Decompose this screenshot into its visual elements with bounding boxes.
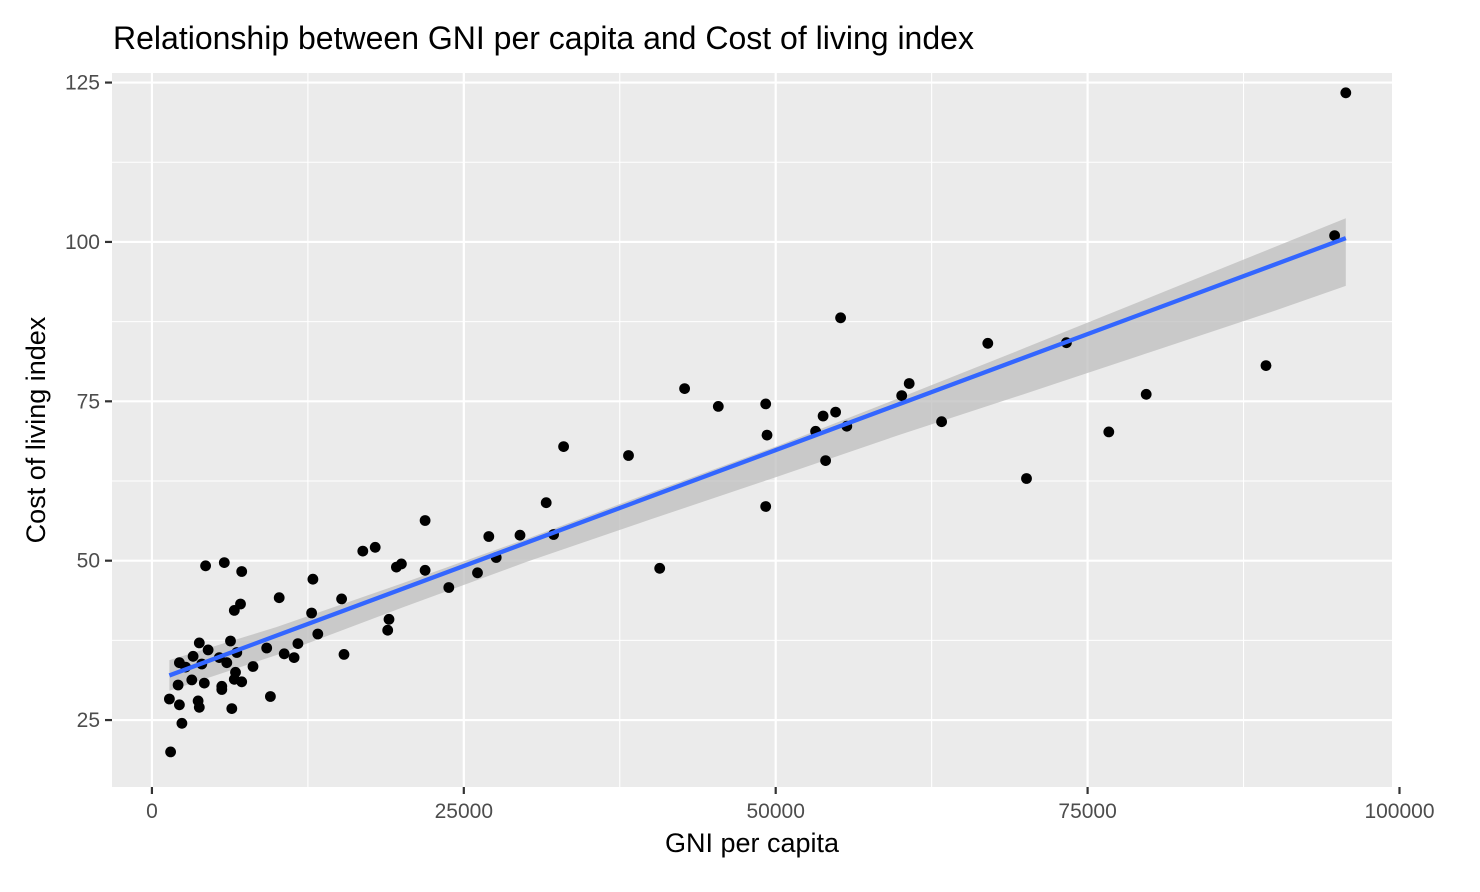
data-point: [761, 429, 773, 441]
major-gridlines: [112, 73, 1401, 787]
data-point: [514, 529, 526, 541]
data-point: [419, 564, 431, 576]
data-point: [221, 657, 233, 669]
fit-line-layer: [168, 236, 1347, 678]
data-point: [982, 337, 994, 349]
data-point: [382, 624, 394, 636]
data-point: [216, 684, 228, 695]
data-point: [540, 497, 552, 509]
data-point: [198, 677, 210, 689]
x-tick-label: 0: [146, 800, 158, 823]
chart-title: Relationship between GNI per capita and …: [113, 20, 974, 56]
data-point: [186, 674, 198, 686]
data-point: [278, 648, 290, 660]
x-axis: 0 25000 50000 75000 100000: [146, 787, 1435, 823]
data-point: [1260, 360, 1272, 371]
data-point: [165, 746, 177, 758]
data-point: [200, 560, 212, 572]
data-point: [357, 545, 369, 557]
data-point: [202, 644, 214, 656]
data-point: [1340, 87, 1352, 99]
regression-line: [168, 236, 1347, 678]
data-point: [483, 531, 495, 542]
data-point: [558, 441, 569, 452]
x-tick-label: 25000: [435, 800, 493, 823]
data-point: [623, 450, 634, 461]
data-point: [176, 717, 188, 729]
panel-background: [112, 73, 1392, 787]
data-point: [306, 607, 317, 619]
data-point: [338, 649, 350, 660]
data-point: [336, 593, 347, 605]
data-point: [307, 573, 319, 585]
data-point: [193, 637, 205, 649]
data-point: [226, 703, 238, 714]
data-point: [288, 652, 300, 663]
data-point: [312, 628, 324, 640]
data-point: [1103, 426, 1115, 438]
data-point: [396, 558, 407, 570]
data-point: [820, 455, 831, 466]
data-point: [225, 635, 236, 647]
x-axis-title: GNI per capita: [665, 828, 840, 858]
x-tick-label: 75000: [1058, 800, 1116, 823]
data-point: [172, 679, 184, 691]
data-point: [273, 592, 285, 604]
data-point: [218, 557, 230, 568]
data-point: [443, 582, 455, 593]
y-axis: 25 50 75 100 125: [65, 72, 112, 732]
y-tick-label: 75: [77, 390, 100, 413]
data-point: [236, 566, 248, 577]
y-tick-label: 100: [65, 231, 100, 254]
data-point: [265, 691, 276, 702]
data-point: [760, 501, 772, 512]
data-point: [247, 661, 259, 672]
data-point: [236, 676, 248, 688]
data-point: [472, 567, 483, 579]
data-point: [1140, 388, 1152, 400]
data-point: [419, 515, 431, 526]
x-tick-label: 50000: [747, 800, 805, 823]
x-tick-label: 100000: [1364, 800, 1434, 823]
y-tick-label: 25: [77, 709, 100, 732]
data-point: [835, 312, 846, 324]
data-point: [369, 541, 381, 553]
data-point: [174, 699, 185, 711]
data-point: [193, 701, 205, 713]
data-point: [261, 642, 273, 654]
data-point: [830, 406, 841, 418]
y-tick-label: 125: [65, 72, 100, 95]
data-point: [1329, 230, 1340, 242]
data-point: [235, 598, 246, 610]
data-point: [1021, 473, 1032, 484]
data-point: [164, 693, 175, 705]
data-point: [292, 638, 304, 649]
data-point: [654, 562, 666, 574]
y-axis-title: Cost of living index: [21, 316, 51, 543]
data-point: [896, 390, 908, 401]
data-point: [712, 401, 724, 412]
data-point: [903, 378, 915, 389]
y-tick-label: 50: [77, 550, 100, 573]
data-point: [187, 650, 199, 662]
data-point: [383, 613, 395, 625]
data-point: [679, 383, 690, 394]
data-point: [936, 416, 947, 428]
data-point: [760, 398, 772, 410]
data-point: [817, 410, 829, 422]
